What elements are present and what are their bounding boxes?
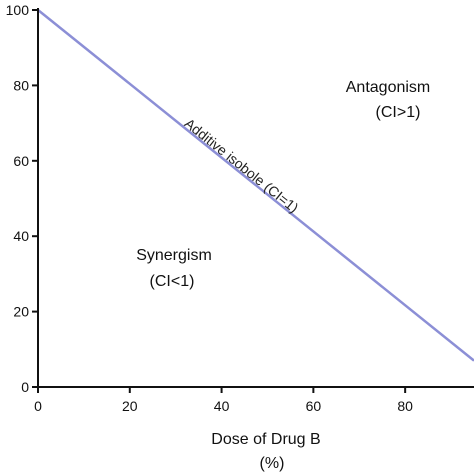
additive-isobole-line <box>37 9 474 362</box>
x-tick-label: 80 <box>397 398 413 414</box>
antagonism-label: Antagonism <box>346 79 431 96</box>
x-axis-title: Dose of Drug B <box>211 431 320 448</box>
x-axis-unit: (%) <box>260 455 285 472</box>
y-tick-label: 100 <box>6 2 30 18</box>
antagonism-ci-label: (CI>1) <box>376 104 421 121</box>
x-tick-label: 0 <box>34 398 42 414</box>
y-tick-label: 20 <box>13 304 29 320</box>
synergism-label: Synergism <box>136 247 212 264</box>
x-axis-ticks: 0 20 40 60 80 <box>34 387 413 414</box>
x-tick-label: 20 <box>122 398 138 414</box>
x-tick-label: 60 <box>306 398 322 414</box>
series-layer <box>37 9 474 362</box>
y-tick-label: 0 <box>21 379 29 395</box>
y-tick-label: 40 <box>13 228 29 244</box>
y-tick-label: 80 <box>13 77 29 93</box>
x-tick-label: 40 <box>214 398 230 414</box>
y-axis-ticks: 0 20 40 60 80 100 <box>6 2 38 395</box>
y-tick-label: 60 <box>13 153 29 169</box>
synergism-ci-label: (CI<1) <box>150 273 195 290</box>
additive-isobole-label: Additive isobole (CI=1) <box>182 115 302 216</box>
